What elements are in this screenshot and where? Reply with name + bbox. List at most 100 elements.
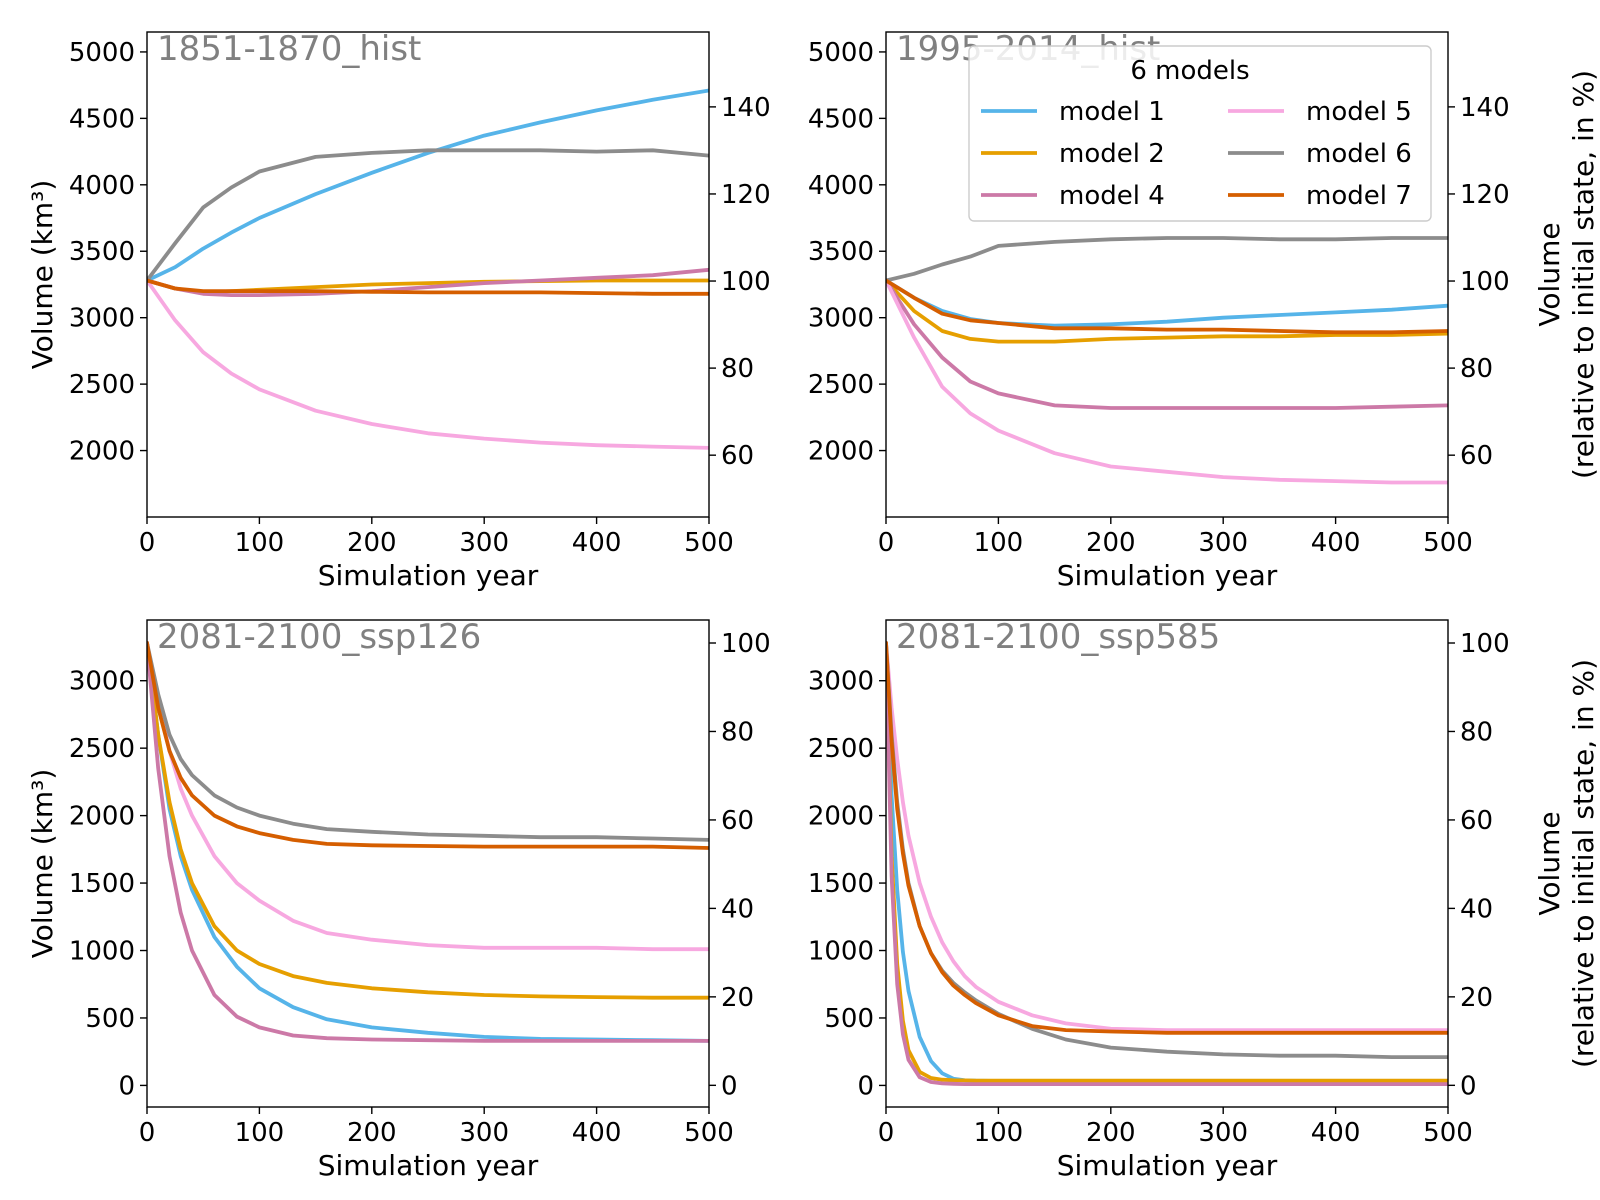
y-tick-label: 3500 <box>69 237 135 267</box>
x-tick-label: 300 <box>459 1118 509 1148</box>
x-tick-label: 100 <box>235 1118 285 1148</box>
y-tick-label: 0 <box>118 1071 135 1101</box>
y-right-tick-label: 100 <box>721 267 771 297</box>
panel-1: 0 100 200 300 400 500 2000 2500 3000 3500 4000 4500… <box>26 29 771 592</box>
plot-frame <box>146 31 710 518</box>
legend-label: model 1 <box>1059 97 1165 127</box>
y-axis-label: Volume (km³) <box>26 769 59 959</box>
series-line <box>147 641 709 1043</box>
y-tick-label: 4000 <box>808 171 874 201</box>
x-tick-label: 200 <box>347 528 397 558</box>
y-right-axis-label: Volume(relative to initial state, in %) <box>1533 70 1600 479</box>
plot-frame <box>885 31 1449 518</box>
legend-label: model 5 <box>1306 97 1412 127</box>
y-tick-label: 0 <box>857 1071 874 1101</box>
x-tick-label: 100 <box>235 528 285 558</box>
series-group <box>147 88 709 450</box>
series-line <box>886 278 1448 335</box>
y-tick-label: 2500 <box>69 734 135 764</box>
panel-title: 2081-2100_ssp126 <box>157 617 481 657</box>
y-right-tick-label: 80 <box>721 354 754 384</box>
series-line <box>886 278 1448 410</box>
series-line <box>886 641 1448 1083</box>
series-group <box>886 236 1448 485</box>
y-right-tick-label: 80 <box>1460 354 1493 384</box>
series-line <box>147 641 709 952</box>
y-tick-label: 2500 <box>808 734 874 764</box>
y-tick-label: 3000 <box>808 667 874 697</box>
x-tick-label: 100 <box>974 1118 1024 1148</box>
series-line <box>147 641 709 842</box>
x-tick-label: 300 <box>1198 528 1248 558</box>
legend-title: 6 models <box>1130 56 1249 86</box>
x-tick-label: 400 <box>1311 1118 1361 1148</box>
series-line <box>886 641 1448 1083</box>
y-right-tick-label: 40 <box>721 894 754 924</box>
x-tick-label: 0 <box>878 1118 895 1148</box>
legend-label: model 7 <box>1306 181 1412 211</box>
panel-title: 1851-1870_hist <box>157 29 421 69</box>
x-tick-label: 200 <box>1086 1118 1136 1148</box>
series-line <box>147 641 709 1000</box>
y-tick-label: 5000 <box>808 38 874 68</box>
y-tick-label: 3000 <box>69 304 135 334</box>
x-tick-label: 500 <box>684 1118 734 1148</box>
y-right-tick-label: 140 <box>1460 93 1510 123</box>
x-tick-label: 0 <box>139 528 156 558</box>
y-right-tick-label: 20 <box>1460 983 1493 1013</box>
y-tick-label: 4500 <box>69 104 135 134</box>
y-right-tick-label: 60 <box>721 441 754 471</box>
panel-4: 0 100 200 300 400 500050010001500200025003000… <box>808 617 1600 1182</box>
series-line <box>147 148 709 283</box>
y-right-axis-label: Volume(relative to initial state, in %) <box>1533 659 1600 1068</box>
y-tick-label: 1500 <box>808 869 874 899</box>
y-tick-label: 2500 <box>808 370 874 400</box>
y-right-tick-label: 120 <box>1460 180 1510 210</box>
series-line <box>147 278 709 296</box>
x-axis-label: Simulation year <box>318 1149 539 1182</box>
legend-label: model 4 <box>1059 181 1165 211</box>
panel-3: 0 100 200 300 400 500050010001500200025003000… <box>26 617 771 1182</box>
x-tick-label: 400 <box>572 1118 622 1148</box>
series-line <box>886 641 1448 1059</box>
plot-frame <box>146 619 710 1108</box>
x-tick-label: 300 <box>1198 1118 1248 1148</box>
legend: 6 models model 1 model 2 model 4 model 5 mode… <box>968 45 1432 222</box>
y-tick-label: 1000 <box>69 937 135 967</box>
y-right-tick-label: 0 <box>721 1071 738 1101</box>
y-right-tick-label: 20 <box>721 983 754 1013</box>
y-tick-label: 3000 <box>69 667 135 697</box>
y-right-tick-label: 100 <box>1460 267 1510 297</box>
y-right-axis-label-line: (relative to initial state, in %) <box>1567 70 1600 479</box>
y-right-axis-label-line: Volume <box>1533 811 1566 915</box>
y-right-tick-label: 60 <box>1460 806 1493 836</box>
y-right-axis-label-line: (relative to initial state, in %) <box>1567 659 1600 1068</box>
y-tick-label: 2000 <box>808 437 874 467</box>
x-tick-label: 500 <box>1423 1118 1473 1148</box>
y-right-tick-label: 40 <box>1460 894 1493 924</box>
x-tick-label: 200 <box>347 1118 397 1148</box>
panel-title: 2081-2100_ssp585 <box>896 617 1220 657</box>
series-line <box>886 278 1448 328</box>
y-tick-label: 500 <box>85 1004 135 1034</box>
y-tick-label: 2500 <box>69 370 135 400</box>
series-line <box>886 641 1448 1032</box>
plot-frame <box>885 619 1449 1108</box>
x-tick-label: 300 <box>459 528 509 558</box>
series-line <box>147 278 709 450</box>
y-tick-label: 4500 <box>808 104 874 134</box>
y-right-tick-label: 140 <box>721 93 771 123</box>
x-tick-label: 100 <box>974 528 1024 558</box>
series-line <box>886 641 1448 1086</box>
legend-box <box>968 45 1432 222</box>
x-axis-label: Simulation year <box>1057 559 1278 592</box>
y-right-tick-label: 80 <box>1460 717 1493 747</box>
series-group <box>147 641 709 1043</box>
legend-label: model 6 <box>1306 139 1412 169</box>
y-right-tick-label: 100 <box>721 629 771 659</box>
y-tick-label: 3000 <box>808 304 874 334</box>
y-tick-label: 2000 <box>69 802 135 832</box>
x-axis-label: Simulation year <box>318 559 539 592</box>
y-axis-label: Volume (km³) <box>26 180 59 370</box>
